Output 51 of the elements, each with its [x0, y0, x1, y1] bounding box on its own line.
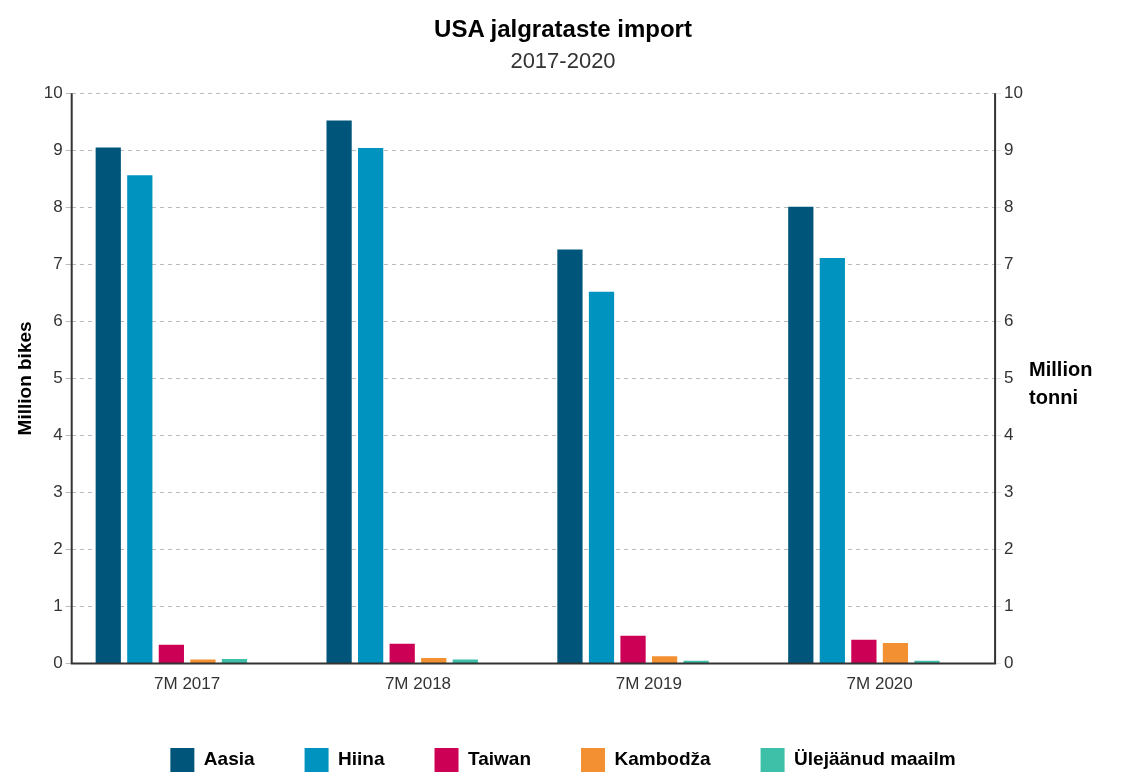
chart-title: USA jalgrataste import	[434, 15, 692, 43]
x-tick-label: 7M 2020	[846, 674, 913, 694]
y-tick-label: 3	[53, 482, 63, 502]
y2-tick-label: 3	[1004, 482, 1014, 502]
bar	[588, 291, 615, 664]
bar	[326, 120, 352, 664]
y2-tick-label: 4	[1004, 425, 1014, 445]
legend-label: Aasia	[203, 748, 255, 770]
bar	[95, 147, 121, 664]
y-tick-label: 9	[53, 139, 63, 159]
bar	[882, 643, 909, 664]
y2-tick-label: 8	[1004, 196, 1014, 216]
y2-axis-title: Million tonni	[1029, 357, 1093, 408]
legend-label: Hiina	[338, 748, 385, 770]
bar	[158, 644, 184, 664]
y-tick-label: 0	[53, 653, 63, 673]
y-tick-label: 4	[53, 425, 63, 445]
y2-tick-label: 0	[1004, 653, 1014, 673]
y2-tick-label: 1	[1004, 596, 1014, 616]
y-tick-label: 6	[53, 311, 63, 331]
y-tick-label: 10	[43, 82, 63, 102]
y-tick-label: 1	[53, 596, 63, 616]
bar	[819, 258, 845, 664]
y2-tick-label: 10	[1004, 82, 1024, 102]
y-tick-label: 7	[53, 254, 63, 274]
bar	[421, 657, 447, 664]
bar	[389, 643, 415, 664]
legend-label: Kambodža	[614, 748, 712, 770]
bar	[127, 175, 153, 664]
y2-tick-label: 7	[1004, 254, 1014, 274]
chart-subtitle: 2017-2020	[510, 48, 616, 74]
x-tick-label: 7M 2019	[615, 674, 682, 694]
bar	[221, 659, 248, 664]
legend-label: Taiwan	[468, 748, 532, 770]
y-axis-title: Million bikes	[13, 321, 35, 436]
bar	[620, 635, 646, 664]
bar	[358, 147, 384, 664]
y2-tick-label: 9	[1004, 139, 1014, 159]
y2-tick-label: 2	[1004, 539, 1014, 559]
legend-label: Ülejäänud maailm	[794, 748, 956, 770]
y2-tick-label: 6	[1004, 311, 1014, 331]
bar	[788, 206, 814, 664]
y2-tick-label: 5	[1004, 368, 1014, 388]
y-tick-label: 8	[53, 196, 63, 216]
bar	[651, 656, 678, 664]
x-tick-label: 7M 2018	[384, 674, 452, 694]
x-tick-label: 7M 2017	[154, 674, 221, 694]
bar	[557, 249, 583, 664]
y-tick-label: 2	[53, 539, 63, 559]
bar	[851, 639, 877, 664]
y-tick-label: 5	[53, 368, 63, 388]
